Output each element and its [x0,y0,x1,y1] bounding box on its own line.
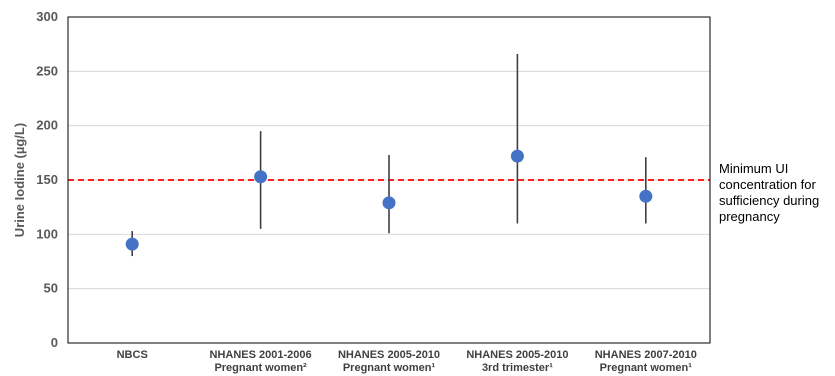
reference-line-group: Minimum UI concentration for sufficiency d… [68,161,819,224]
data-point [639,189,653,203]
reference-line-label-line: sufficiency during [719,193,819,208]
y-tick-label: 250 [36,63,58,78]
x-category-label-line: NHANES 2007-2010 [595,349,697,361]
y-tick-labels: 0 50 100 150 200 250 300 [36,9,58,350]
y-tick-label: 50 [44,281,58,296]
data-point [382,196,396,210]
y-tick-label: 200 [36,118,58,133]
data-point [510,149,524,163]
x-category-label-line: NHANES 2001-2006 [210,349,312,361]
data-point [254,170,268,184]
reference-line-label-line: pregnancy [719,209,780,224]
error-bars [131,53,647,257]
reference-line-label-line: Minimum UI [719,161,788,176]
x-category-labels: NBCS NHANES 2001-2006 Pregnant women²NHANE… [117,349,697,374]
reference-line-label-line: concentration for [719,177,817,192]
x-category-label-line: Pregnant women¹ [343,362,436,374]
x-category-label-line: NBCS [117,349,148,361]
x-category-label: NBCS [117,349,148,361]
x-category-label-line: NHANES 2005-2010 [338,349,440,361]
data-points [125,149,653,251]
x-category-label-line: Pregnant women² [214,362,307,374]
x-category-label: NHANES 2001-2006 Pregnant women² [210,349,312,374]
data-point [125,237,139,251]
x-category-label-line: 3rd trimester¹ [482,362,553,374]
x-category-label-line: Pregnant women¹ [600,362,693,374]
plot-area-frame [67,16,711,344]
y-axis-title: Urine Iodine (µg/L) [12,123,27,237]
x-category-label-line: NHANES 2005-2010 [466,349,568,361]
y-tick-label: 300 [36,9,58,24]
x-category-label: NHANES 2005-2010 3rd trimester¹ [466,349,568,374]
x-category-label: NHANES 2007-2010 Pregnant women¹ [595,349,697,374]
y-tick-label: 150 [36,172,58,187]
x-category-label: NHANES 2005-2010 Pregnant women¹ [338,349,440,374]
y-tick-label: 0 [51,335,58,350]
y-tick-label: 100 [36,226,58,241]
reference-line-label: Minimum UI concentration for sufficiency d… [719,161,819,224]
